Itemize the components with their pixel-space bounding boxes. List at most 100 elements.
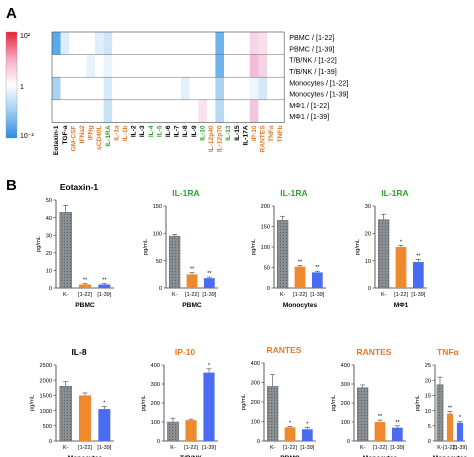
heatmap-cell [60,88,70,100]
heatmap-cell [120,99,130,112]
y-tick-label: 100 [341,420,350,426]
x-tick-label: [1-39] [97,292,111,298]
y-tick-label: 100 [261,245,270,251]
heatmap-cell [103,32,113,44]
heatmap-cell [95,77,104,89]
heatmap-cell [181,43,190,55]
heatmap-cell [206,88,216,100]
heatmap-cell [181,32,190,44]
heatmap-cell [146,77,156,89]
y-tick-label: 400 [251,361,260,367]
heatmap-cell [52,88,61,100]
heatmap-cell [155,99,164,112]
heatmap-cell [232,65,242,78]
heatmap-cell [120,54,130,67]
y-tick-label: 20 [425,378,431,384]
heatmap-column-label: IL-17A [242,125,249,145]
heatmap-cell [60,43,70,55]
chart-title: IP-10 [175,347,196,357]
heatmap-cell [155,77,164,89]
heatmap-cell [69,54,78,67]
y-tick-label: 5 [428,424,431,430]
y-tick-label: 10 [365,259,371,265]
x-tick-label: [1-39] [453,445,467,451]
heatmap-cell [112,43,121,55]
heatmap-row-label: T/B/NK / [1-39] [289,67,337,76]
heatmap-cell [163,99,173,112]
heatmap-cell [120,65,130,78]
bar [167,421,179,442]
x-tick-label: [1-22] [283,445,297,451]
heatmap-cell [241,111,250,123]
heatmap-column-label: IL-1b [122,125,129,141]
x-tick-label: [1-39] [300,445,314,451]
bar [98,409,111,441]
heatmap-cell [129,54,139,67]
y-tick-label: 0 [159,286,162,292]
heatmap-cell [155,111,164,123]
y-tick-label: 400 [151,363,160,369]
x-tick-label: K- [63,445,69,451]
y-tick-label: 150 [153,204,162,210]
x-tick-label: K- [280,292,286,298]
heatmap-cell [224,54,233,67]
heatmap-cell [69,111,78,123]
bar-chart: IL-1RA 0 10 20 30 pg/mL K- * [1-22] ** [1-39]MΦ1 [355,188,427,309]
heatmap-cell [112,88,121,100]
heatmap-cell [172,43,182,55]
heatmap-cell [120,32,130,44]
heatmap-cell [267,88,276,100]
heatmap-cell [129,88,139,100]
heatmap-cell [138,54,147,67]
y-tick-label: 15 [425,394,431,400]
heatmap-cell [69,43,78,55]
y-tick-label: 100 [151,420,160,426]
bar [59,212,72,289]
y-tick-label: 30 [365,204,371,210]
bar [311,272,323,288]
significance-marker: ** [190,267,195,273]
heatmap-cell [241,65,250,78]
heatmap-cell [181,77,190,89]
heatmap-cell [215,99,225,112]
heatmap-column-label: IL-8 [182,125,189,137]
heatmap-cell [60,54,70,67]
x-tick-label: [1-22] [394,292,408,298]
heatmap-cell [189,77,199,89]
bar [79,284,91,288]
heatmap-cell [77,88,87,100]
heatmap-cell [120,88,130,100]
y-tick-label: 150 [261,225,270,231]
heatmap-cell [206,32,216,44]
heatmap-row-label: MΦ1 / [1-39] [289,112,329,121]
bar [98,284,111,288]
heatmap-cell [77,99,87,112]
bar [456,422,464,441]
heatmap-cell [275,54,285,67]
heatmap-cell [95,54,104,67]
x-tick-label: K- [63,292,69,298]
heatmap-cell [163,65,173,78]
y-tick-label: 100 [251,420,260,426]
y-tick-label: 0 [257,439,260,445]
heatmap-cell [189,88,199,100]
heatmap-column-label: IP-10 [251,125,258,141]
heatmap-row-label: T/B/NK / [1-22] [289,56,337,65]
significance-marker: * [103,401,106,407]
heatmap-cell [189,65,199,78]
chart-title: IL-8 [71,347,86,357]
heatmap-cell [181,54,190,67]
heatmap-cell [86,65,96,78]
heatmap-cell [172,32,182,44]
bar [391,427,403,441]
heatmap-cell [206,43,216,55]
heatmap-cell [138,99,147,112]
heatmap-cell [241,54,250,67]
heatmap-cell [77,77,87,89]
heatmap-cell [249,111,259,123]
heatmap-cell [181,88,190,100]
heatmap-cell [258,65,268,78]
y-tick-label: 50 [156,259,162,265]
heatmap-cell [267,43,276,55]
heatmap-cell [129,43,139,55]
